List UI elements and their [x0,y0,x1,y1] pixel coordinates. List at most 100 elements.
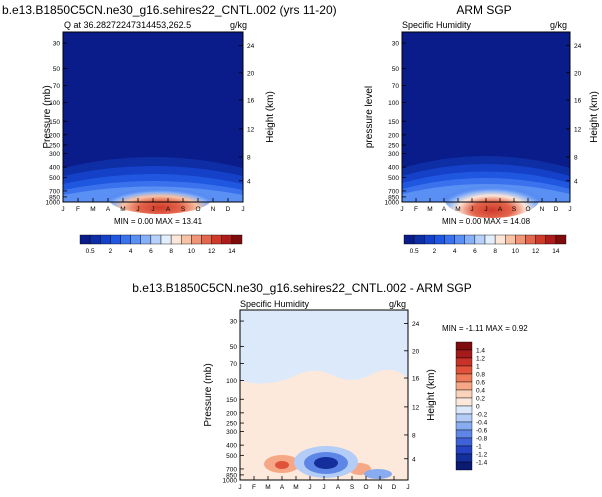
p2-xtick-label: A [498,206,503,213]
p3-htick-label: 16 [412,376,420,383]
panel2-h-ticks: 24 20 16 12 8 4 [566,43,582,185]
p3-ytick-label: 50 [230,344,238,351]
panel3-neg-small [364,469,392,479]
p3-xtick-label: O [363,484,368,491]
p1-ytick-label: 200 [49,132,60,139]
p3-colorbar-swatch [455,413,473,423]
p1-htick-label: 24 [247,43,255,50]
panel3-colorbar: 1.41.210.80.60.40.20-0.2-0.4-0.6-0.8-1-1… [455,341,488,471]
p1-colorbar-swatch [160,234,172,245]
p3-xtick-label: J [322,484,325,491]
p2-xtick-label: J [400,206,403,213]
p1-colorbar-swatch [181,234,192,245]
p1-colorbar-label: 10 [188,248,196,255]
p2-colorbar-label: 8 [493,248,497,255]
p1-colorbar-swatch [130,234,141,245]
p3-colorbar-label: 1 [476,364,480,371]
p3-xtick-label: J [238,484,241,491]
p2-ytick-label: 500 [388,175,399,182]
p1-xtick-label: J [61,206,64,213]
p2-colorbar-swatch [403,234,415,245]
p2-xtick-label: J [470,206,473,213]
p1-xtick-label: M [90,206,95,213]
p1-colorbar-label: 0.5 [86,248,95,255]
p1-colorbar-swatch [89,234,101,245]
p1-htick-label: 20 [247,70,255,77]
p2-colorbar-swatch [555,234,567,245]
p3-colorbar-swatch [455,341,473,351]
p2-ytick-label: 100 [388,100,399,107]
p2-xtick-label: M [455,206,460,213]
p3-ytick-label: 250 [226,421,237,428]
p2-ytick-label: 30 [392,41,400,48]
panel2-left-title: Specific Humidity [402,20,472,30]
panel3-ylabel: Pressure (mb) [203,363,214,426]
p1-colorbar-swatch [120,234,131,245]
p1-ytick-label: 150 [49,119,60,126]
p1-htick-label: 12 [247,126,255,133]
p3-htick-label: 24 [412,321,420,328]
p2-xtick-label: S [512,206,517,213]
p1-colorbar-label: 14 [228,248,236,255]
p3-colorbar-label: -1.4 [476,460,488,467]
p2-colorbar-label: 14 [552,248,560,255]
p2-colorbar-swatch [464,234,476,245]
p2-colorbar-label: 12 [532,248,540,255]
p2-colorbar-label: 6 [473,248,477,255]
panel2-ylabel-right: Height (km) [589,91,600,143]
p1-colorbar-label: 6 [149,248,153,255]
panel1-left-title: Q at 36.28272247314453,262.5 [64,20,191,30]
p2-colorbar-swatch [535,234,546,245]
p3-colorbar-label: 1.2 [476,356,485,363]
p3-colorbar-swatch [455,421,473,431]
p1-colorbar-swatch [191,234,202,245]
p2-colorbar-swatch [525,234,536,245]
p1-xtick-label: A [166,206,171,213]
panel2-stats: MIN = 0.00 MAX = 14.08 [442,217,531,226]
p3-htick-label: 4 [412,456,416,463]
p3-htick-label: 20 [412,348,420,355]
p1-htick-label: 4 [247,178,251,185]
p2-xtick-label: M [427,206,432,213]
panel3-h-ticks: 24 20 16 12 8 4 [404,321,420,463]
p3-xtick-label: M [293,484,298,491]
p2-colorbar-swatch [444,234,455,245]
p2-colorbar-swatch [474,234,486,245]
panel3-pos-core-1b [275,461,289,469]
p2-ytick-label: 150 [388,119,399,126]
p3-xtick-label: F [252,484,256,491]
p1-xtick-label: J [136,206,139,213]
p3-ytick-label: 150 [226,397,237,404]
p1-ytick-label: 50 [53,66,61,73]
p1-ytick-label: 70 [53,83,61,90]
p1-colorbar-label: 8 [169,248,173,255]
p3-colorbar-label: -0.6 [476,428,488,435]
p3-colorbar-swatch [455,365,473,375]
panel1-hot-core [108,182,212,214]
p3-colorbar-swatch [455,389,473,399]
p1-ytick-label: 30 [53,41,61,48]
panel2-unit: g/kg [550,20,567,30]
panel2-hot-core [444,178,540,218]
p3-xtick-label: N [378,484,383,491]
p3-colorbar-swatch [455,445,473,455]
panel2-ylabel: pressure level [364,86,375,148]
p3-ytick-label: 30 [230,319,238,326]
p3-colorbar-swatch [455,357,473,367]
p3-ytick-label: 500 [226,453,237,460]
panel2-title: ARM SGP [456,3,511,17]
p2-colorbar-label: 10 [512,248,520,255]
figure-title: b.e13.B1850C5CN.ne30_g16.sehires22_CNTL.… [2,3,337,17]
p3-ytick-label: 200 [226,410,237,417]
p3-xtick-label: D [392,484,397,491]
p3-colorbar-label: -1 [476,444,482,451]
p3-ytick-label: 100 [226,378,237,385]
p2-ytick-label: 50 [392,66,400,73]
p1-ytick-label: 850 [49,194,60,201]
p1-colorbar-swatch [211,234,222,245]
p3-colorbar-swatch [455,429,473,439]
